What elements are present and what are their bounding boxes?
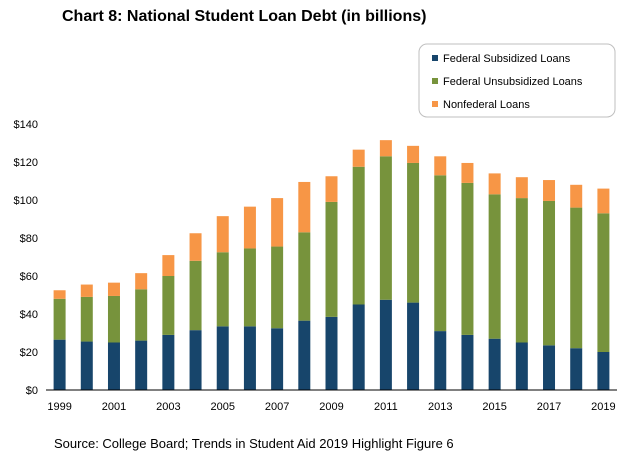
bar-2000-series-3 (80, 284, 93, 297)
bar-2001-series-3 (107, 282, 120, 296)
legend-swatch (432, 55, 438, 61)
bar-2014-series-3 (461, 162, 474, 183)
bar-2007-series-1 (271, 328, 284, 390)
bar-2009-series-1 (325, 316, 338, 390)
bar-2010-series-3 (352, 149, 365, 167)
bar-2019-series-1 (597, 352, 610, 390)
bar-2017-series-1 (543, 345, 556, 390)
x-tick-label: 2009 (319, 401, 343, 413)
x-tick-label: 2019 (591, 401, 615, 413)
legend: Federal Subsidized Loans Federal Unsubsid… (418, 43, 616, 118)
bar-2001-series-2 (107, 295, 120, 343)
y-tick-label: $100 (14, 195, 38, 207)
legend-box (418, 43, 616, 118)
bar-2016-series-3 (515, 177, 528, 199)
bar-2017-series-3 (543, 180, 556, 201)
bar-2015-series-3 (488, 173, 501, 195)
bar-2010-series-1 (352, 304, 365, 390)
bar-2009-series-3 (325, 176, 338, 202)
bar-2004-series-1 (189, 330, 202, 390)
bar-2019-series-3 (597, 188, 610, 214)
bar-2002-series-3 (135, 273, 148, 290)
x-tick-label: 2015 (482, 401, 506, 413)
bar-2013-series-3 (434, 156, 447, 176)
x-tick-label: 2013 (428, 401, 452, 413)
legend-swatch (432, 78, 438, 84)
bar-2004-series-2 (189, 260, 202, 331)
x-tick-label: 2001 (102, 401, 126, 413)
bar-1999-series-2 (53, 298, 66, 340)
bar-2011-series-3 (379, 140, 392, 157)
x-tick-label: 2011 (374, 401, 398, 413)
bars-group (53, 140, 610, 390)
bar-2018-series-2 (570, 207, 583, 349)
bar-2018-series-3 (570, 184, 583, 208)
bar-2007-series-3 (271, 198, 284, 247)
bar-2008-series-2 (298, 232, 311, 321)
y-tick-label: $0 (26, 385, 38, 397)
bar-2000-series-1 (80, 341, 93, 390)
y-tick-label: $60 (20, 271, 38, 283)
bar-2016-series-1 (515, 342, 528, 390)
bar-2013-series-2 (434, 175, 447, 332)
bar-2017-series-2 (543, 200, 556, 346)
bar-2006-series-2 (243, 248, 256, 327)
bar-2001-series-1 (107, 342, 120, 390)
legend-swatch (432, 101, 438, 107)
bar-1999-series-3 (53, 290, 66, 299)
bar-2014-series-2 (461, 182, 474, 335)
bar-2005-series-1 (216, 326, 229, 390)
source-note: Source: College Board; Trends in Student… (54, 436, 454, 451)
bar-2016-series-2 (515, 198, 528, 343)
bar-2012-series-2 (407, 162, 420, 303)
bar-2011-series-1 (379, 299, 392, 390)
legend-label: Federal Unsubsidized Loans (443, 76, 583, 88)
legend-label: Federal Subsidized Loans (443, 53, 571, 65)
y-tick-label: $140 (14, 119, 38, 131)
bar-2003-series-2 (162, 276, 175, 335)
y-tick-label: $20 (20, 347, 38, 359)
bar-2000-series-2 (80, 296, 93, 342)
chart-title: Chart 8: National Student Loan Debt (in … (62, 8, 427, 25)
x-tick-label: 2007 (265, 401, 289, 413)
bar-2003-series-1 (162, 334, 175, 390)
x-tick-label: 2017 (537, 401, 561, 413)
bar-2009-series-2 (325, 201, 338, 317)
y-axis-ticks: $0 $20 $40 $60 $80 $100 $120 $140 (14, 119, 38, 397)
bar-1999-series-1 (53, 339, 66, 390)
bar-2014-series-1 (461, 334, 474, 390)
bar-2012-series-3 (407, 145, 420, 163)
bar-2008-series-1 (298, 320, 311, 390)
bar-2008-series-3 (298, 181, 311, 233)
bar-2005-series-3 (216, 216, 229, 253)
bar-2006-series-3 (243, 206, 256, 249)
y-tick-label: $40 (20, 309, 38, 321)
bar-2002-series-2 (135, 289, 148, 341)
bar-2015-series-1 (488, 338, 501, 390)
bar-2015-series-2 (488, 194, 501, 339)
bar-2004-series-3 (189, 233, 202, 261)
bar-2002-series-1 (135, 340, 148, 390)
x-axis-ticks: 1999 2001 2003 2005 2007 2009 2011 2013 2015 2017… (47, 401, 615, 413)
bar-2013-series-1 (434, 331, 447, 390)
bar-2019-series-2 (597, 213, 610, 352)
y-tick-label: $120 (14, 157, 38, 169)
y-tick-label: $80 (20, 233, 38, 245)
bar-2006-series-1 (243, 326, 256, 390)
bar-2018-series-1 (570, 348, 583, 390)
bar-2007-series-2 (271, 246, 284, 329)
x-tick-label: 2003 (156, 401, 180, 413)
legend-label: Nonfederal Loans (443, 99, 530, 111)
x-tick-label: 1999 (47, 401, 71, 413)
bar-2011-series-2 (379, 156, 392, 300)
bar-2005-series-2 (216, 252, 229, 327)
bar-2010-series-2 (352, 166, 365, 305)
bar-2003-series-3 (162, 255, 175, 276)
x-tick-label: 2005 (210, 401, 234, 413)
bar-2012-series-1 (407, 302, 420, 390)
